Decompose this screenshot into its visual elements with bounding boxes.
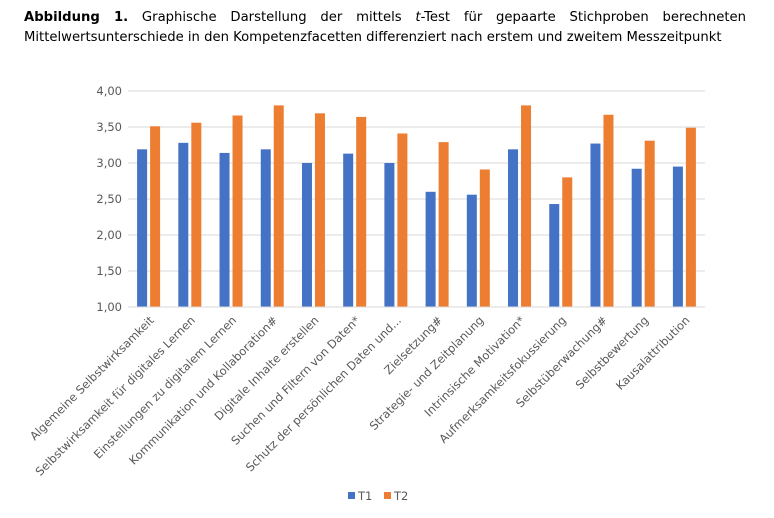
bar-t2	[314, 113, 325, 307]
bar-t1	[301, 163, 312, 307]
bar-t2	[603, 114, 614, 307]
bar-t2	[273, 105, 284, 308]
y-tick-label: 4,00	[96, 84, 122, 98]
bar-t1	[343, 153, 354, 307]
figure-caption: Abbildung 1. Graphische Darstellung der …	[24, 8, 746, 48]
bar-t2	[438, 142, 449, 307]
legend-label: T1	[357, 489, 372, 503]
bar-t1	[549, 204, 560, 307]
x-tick-label: Schutz der persönlichen Daten und...	[243, 313, 404, 474]
bar-t1	[590, 143, 601, 307]
caption-text: Graphische Darstellung der mittels	[128, 10, 416, 25]
caption-italic: t	[415, 10, 421, 25]
y-tick-label: 2,00	[96, 228, 122, 242]
bar-t2	[685, 127, 696, 307]
y-tick-label: 1,50	[96, 264, 122, 278]
caption-label: Abbildung 1.	[24, 10, 129, 25]
y-tick-label: 2,50	[96, 192, 122, 206]
bar-t1	[260, 149, 271, 307]
bar-t1	[508, 149, 519, 307]
bar-t1	[384, 163, 395, 307]
legend-swatch-t1	[348, 492, 355, 499]
bar-t1	[672, 166, 683, 307]
bar-t2	[644, 140, 655, 307]
y-tick-label: 3,50	[96, 120, 122, 134]
x-tick-label: Kausalattribution	[613, 313, 693, 393]
x-tick-label: Selbstbewertung	[573, 313, 652, 392]
bar-t2	[232, 115, 243, 307]
bar-t1	[219, 152, 230, 307]
bar-t2	[521, 105, 532, 308]
y-tick-label: 3,00	[96, 156, 122, 170]
legend-label: T2	[393, 489, 408, 503]
bar-t1	[178, 142, 189, 307]
y-tick-label: 1,00	[96, 300, 122, 314]
bar-t1	[631, 168, 642, 307]
bar-t2	[479, 169, 490, 307]
caption-text-2: -Test für gepaarte Stichproben berechnet…	[24, 10, 747, 45]
legend-swatch-t2	[384, 492, 391, 499]
x-tick-label: Selbstwirksamkeit für digitales Lernen	[33, 313, 198, 478]
x-tick-label: Kommunikation und Kollaboration#	[126, 313, 280, 467]
bar-t2	[562, 177, 573, 307]
bar-t2	[150, 126, 161, 307]
bar-t1	[425, 191, 436, 307]
bar-t2	[356, 116, 367, 307]
bar-t2	[191, 122, 202, 308]
bar-t1	[466, 194, 477, 307]
bar-t1	[137, 149, 148, 307]
bar-t2	[397, 133, 408, 307]
